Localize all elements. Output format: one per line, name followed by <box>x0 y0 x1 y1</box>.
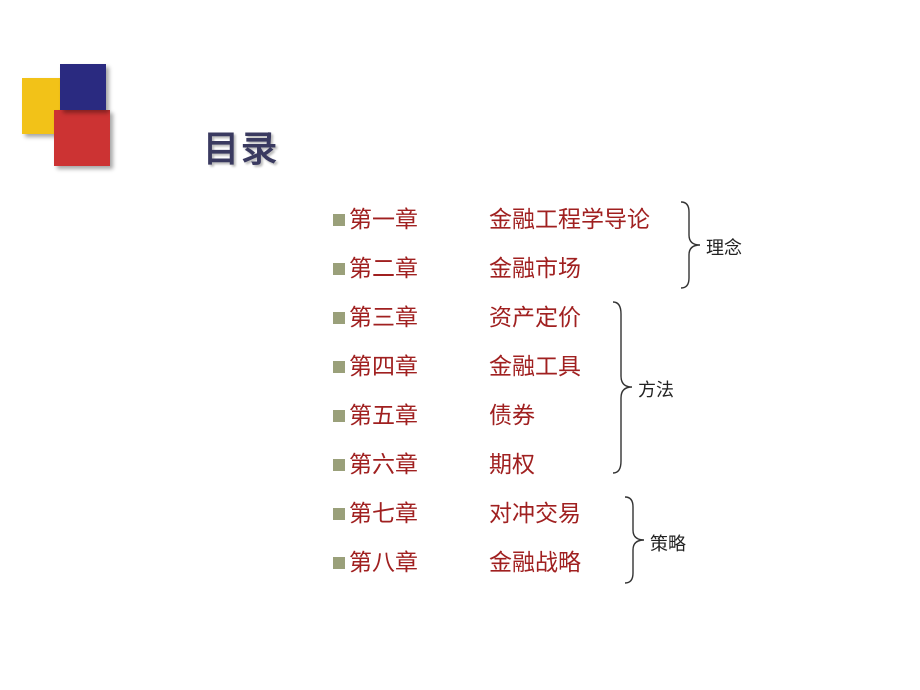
list-bullet <box>333 263 345 275</box>
toc-row: 第三章资产定价 <box>349 293 650 342</box>
toc-title: 对冲交易 <box>489 489 581 538</box>
bracket-icon <box>612 300 634 475</box>
toc-title: 债券 <box>489 391 535 440</box>
deco-square-blue <box>60 64 106 110</box>
bracket-icon <box>624 495 646 585</box>
toc-row: 第八章金融战略 <box>349 538 650 587</box>
toc-title: 资产定价 <box>489 293 581 342</box>
toc-link-ch3[interactable]: 第三章资产定价 <box>349 305 581 330</box>
toc-chap: 第二章 <box>349 244 489 293</box>
toc-title: 期权 <box>489 440 535 489</box>
bracket-icon <box>680 200 702 290</box>
toc-chap: 第六章 <box>349 440 489 489</box>
list-bullet <box>333 312 345 324</box>
toc-chap: 第四章 <box>349 342 489 391</box>
list-bullet <box>333 557 345 569</box>
toc-row: 第六章期权 <box>349 440 650 489</box>
toc-chap: 第三章 <box>349 293 489 342</box>
toc-link-ch8[interactable]: 第八章金融战略 <box>349 550 581 575</box>
list-bullet <box>333 214 345 226</box>
toc-row: 第一章金融工程学导论 <box>349 195 650 244</box>
toc-chap: 第七章 <box>349 489 489 538</box>
list-bullet <box>333 410 345 422</box>
toc-link-ch2[interactable]: 第二章金融市场 <box>349 256 581 281</box>
toc-title: 金融工程学导论 <box>489 195 650 244</box>
toc-row: 第四章金融工具 <box>349 342 650 391</box>
list-bullet <box>333 508 345 520</box>
slide: 目录 第一章金融工程学导论 第二章金融市场 第三章资产定价 第四章金融工具 <box>0 0 920 690</box>
toc-list: 第一章金融工程学导论 第二章金融市场 第三章资产定价 第四章金融工具 第五章债券 <box>349 195 650 587</box>
toc-title: 金融市场 <box>489 244 581 293</box>
toc-row: 第二章金融市场 <box>349 244 650 293</box>
toc-title: 金融战略 <box>489 538 581 587</box>
group-label-method: 方法 <box>638 376 674 402</box>
group-label-concept: 理念 <box>706 234 742 260</box>
page-title: 目录 <box>203 120 279 172</box>
toc-chap: 第八章 <box>349 538 489 587</box>
toc-link-ch4[interactable]: 第四章金融工具 <box>349 354 581 379</box>
toc-link-ch7[interactable]: 第七章对冲交易 <box>349 501 581 526</box>
toc-link-ch6[interactable]: 第六章期权 <box>349 452 535 477</box>
list-bullet <box>333 361 345 373</box>
toc-title: 金融工具 <box>489 342 581 391</box>
toc-row: 第五章债券 <box>349 391 650 440</box>
toc-chap: 第一章 <box>349 195 489 244</box>
toc-row: 第七章对冲交易 <box>349 489 650 538</box>
list-bullet <box>333 459 345 471</box>
deco-square-red <box>54 110 110 166</box>
toc-chap: 第五章 <box>349 391 489 440</box>
group-label-strategy: 策略 <box>650 530 686 556</box>
toc-link-ch1[interactable]: 第一章金融工程学导论 <box>349 207 650 232</box>
toc-link-ch5[interactable]: 第五章债券 <box>349 403 535 428</box>
